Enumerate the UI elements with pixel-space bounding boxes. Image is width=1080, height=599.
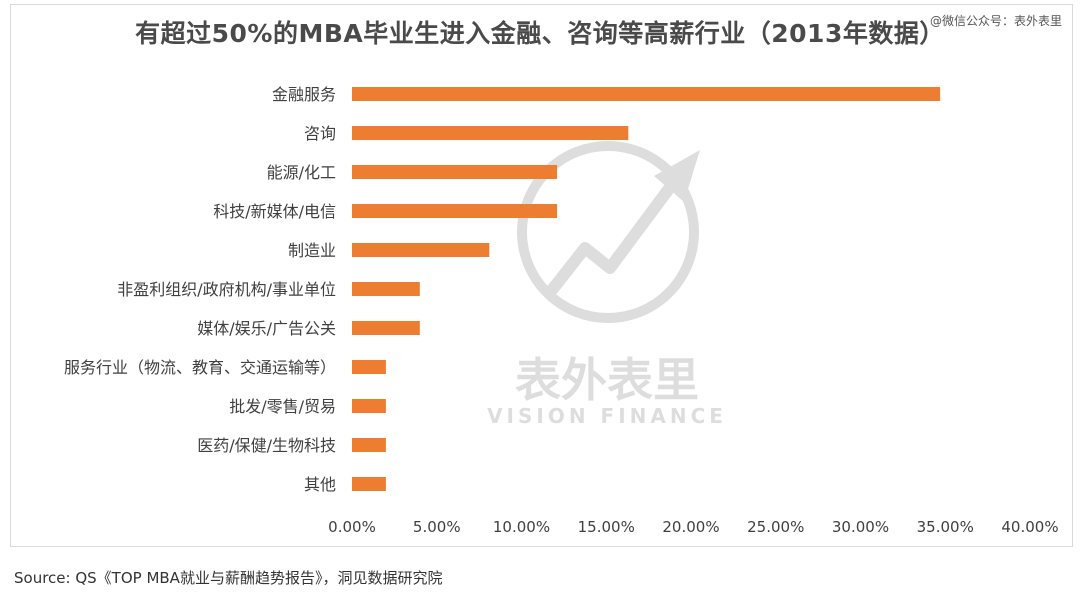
watermark-logo: 表外表里 VISION FINANCE: [487, 141, 727, 428]
category-label: 科技/新媒体/电信: [213, 202, 336, 221]
x-tick-label: 20.00%: [662, 518, 719, 536]
bar: [352, 243, 490, 257]
x-tick-label: 40.00%: [1001, 518, 1058, 536]
bar: [352, 204, 558, 218]
x-tick-label: 15.00%: [578, 518, 635, 536]
logo-arrow-head: [654, 150, 700, 202]
x-tick-label: 30.00%: [832, 518, 889, 536]
x-tick-label: 5.00%: [413, 518, 461, 536]
logo-rising-arrow-line: [546, 184, 674, 296]
x-tick-label: 0.00%: [328, 518, 376, 536]
bars-group: [352, 87, 941, 491]
bar: [352, 87, 941, 101]
logo-text-cn: 表外表里: [515, 353, 699, 407]
source-note: Source: QS《TOP MBA就业与薪酬趋势报告》，洞见数据研究院: [14, 569, 443, 587]
category-label: 其他: [304, 475, 336, 494]
category-label: 媒体/娱乐/广告公关: [197, 319, 336, 338]
bar: [352, 321, 420, 335]
category-label: 批发/零售/贸易: [229, 397, 336, 416]
x-tick-labels-group: 0.00% 5.00% 10.00% 15.00% 20.00% 25.00% 30.00%…: [328, 518, 1058, 536]
category-label: 咨询: [304, 124, 336, 143]
logo-ring: [517, 141, 699, 323]
bar: [352, 282, 420, 296]
watermark-text: @微信公众号：表外表里: [929, 14, 1062, 28]
category-label: 能源/化工: [267, 163, 336, 182]
bar: [352, 477, 386, 491]
chart-title: 有超过50%的MBA毕业生进入金融、咨询等高薪行业（2013年数据）: [135, 19, 945, 48]
x-tick-label: 10.00%: [493, 518, 550, 536]
x-tick-label: 35.00%: [917, 518, 974, 536]
logo-text-en: VISION FINANCE: [487, 404, 727, 428]
bar: [352, 360, 386, 374]
bar: [352, 165, 558, 179]
bar: [352, 126, 629, 140]
x-tick-label: 25.00%: [747, 518, 804, 536]
bar: [352, 399, 386, 413]
category-label: 医药/保健/生物科技: [197, 436, 336, 455]
category-label: 金融服务: [272, 85, 336, 104]
category-label: 制造业: [288, 241, 336, 260]
category-label: 非盈利组织/政府机构/事业单位: [117, 280, 336, 299]
bar: [352, 438, 386, 452]
category-label: 服务行业（物流、教育、交通运输等）: [64, 358, 336, 377]
category-labels-group: 金融服务咨询能源/化工科技/新媒体/电信制造业非盈利组织/政府机构/事业单位媒体…: [64, 85, 336, 494]
